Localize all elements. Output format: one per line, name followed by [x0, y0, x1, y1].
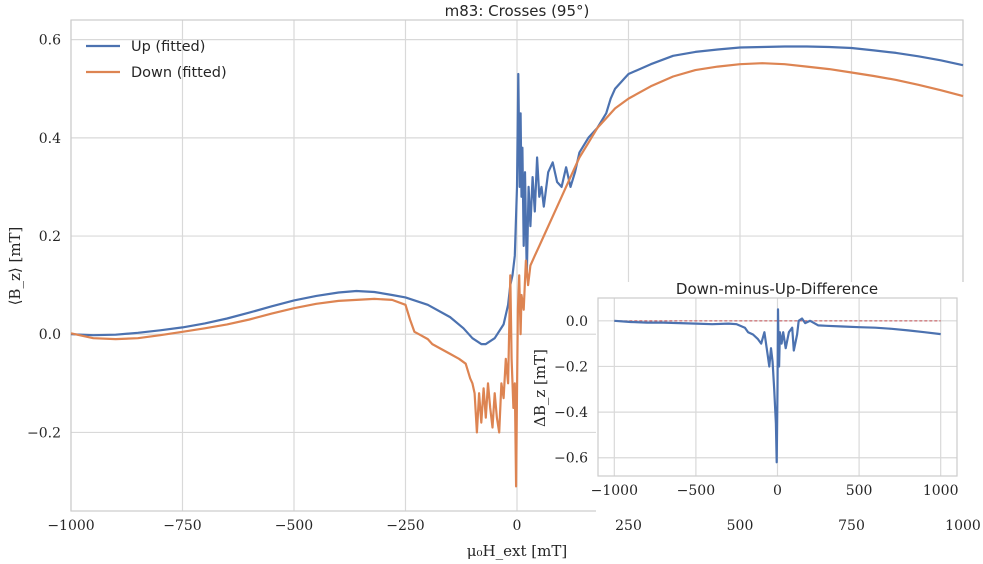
legend: Up (fitted) Down (fitted) [86, 39, 227, 81]
y-tick-label: −0.2 [27, 425, 61, 441]
x-tick-label: −500 [275, 518, 313, 534]
x-tick-label: 500 [846, 483, 873, 499]
inset-title: Down-minus-Up-Difference [676, 280, 878, 298]
main-chart: −1000 −750 −500 −250 0 250 500 750 1000 −0.2 0.0 0… [6, 2, 981, 560]
y-tick-label: 0.6 [39, 33, 61, 49]
x-tick-label: 1000 [923, 483, 959, 499]
series-line-0 [70, 45, 964, 346]
main-x-tick-labels: −1000 −750 −500 −250 0 250 500 750 1000 [47, 518, 981, 534]
x-tick-label: 500 [727, 518, 754, 534]
main-title: m83: Crosses (95°) [445, 2, 590, 20]
main-series-lines [70, 45, 964, 488]
main-y-tick-labels: −0.2 0.0 0.2 0.4 0.6 [27, 33, 61, 442]
main-y-axis-label: ⟨B_z⟩ [mT] [6, 227, 24, 306]
inset-background [596, 282, 966, 514]
inset-x-tick-labels: −1000 −500 0 500 1000 [591, 483, 959, 499]
y-tick-label: −0.4 [554, 405, 588, 421]
x-tick-label: −1000 [47, 518, 94, 534]
y-tick-label: 0.4 [39, 131, 61, 147]
inset-plot-frame [597, 297, 958, 477]
inset-chart: −1000 −500 0 500 1000 −0.6 −0.4 −0.2 0.0 Down-m… [531, 280, 966, 514]
x-tick-label: 1000 [945, 518, 981, 534]
x-tick-label: −500 [677, 483, 715, 499]
x-tick-label: 250 [615, 518, 642, 534]
y-tick-label: 0.2 [39, 229, 61, 245]
x-tick-label: 0 [773, 483, 782, 499]
x-tick-label: 0 [513, 518, 522, 534]
x-tick-label: −750 [163, 518, 201, 534]
legend-label-up: Up (fitted) [131, 39, 205, 55]
x-tick-label: −250 [386, 518, 424, 534]
x-tick-label: −1000 [591, 483, 638, 499]
y-tick-label: 0.0 [39, 327, 61, 343]
series-line-1 [70, 62, 964, 488]
y-tick-label: 0.0 [566, 314, 588, 330]
inset-series-lines [614, 308, 941, 464]
y-tick-label: −0.6 [554, 451, 588, 467]
main-x-axis-label: μ₀H_ext [mT] [467, 542, 567, 560]
x-tick-label: 750 [838, 518, 865, 534]
inset-y-axis-label: ΔB_z [mT] [531, 349, 549, 427]
y-tick-label: −0.2 [554, 359, 588, 375]
inset-y-tick-labels: −0.6 −0.4 −0.2 0.0 [554, 314, 588, 467]
legend-label-down: Down (fitted) [131, 65, 227, 81]
series-line-0 [614, 308, 941, 464]
main-plot-frame [70, 19, 964, 512]
